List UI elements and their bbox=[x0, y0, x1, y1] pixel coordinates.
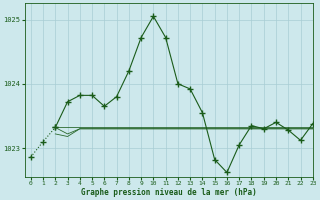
X-axis label: Graphe pression niveau de la mer (hPa): Graphe pression niveau de la mer (hPa) bbox=[81, 188, 257, 197]
